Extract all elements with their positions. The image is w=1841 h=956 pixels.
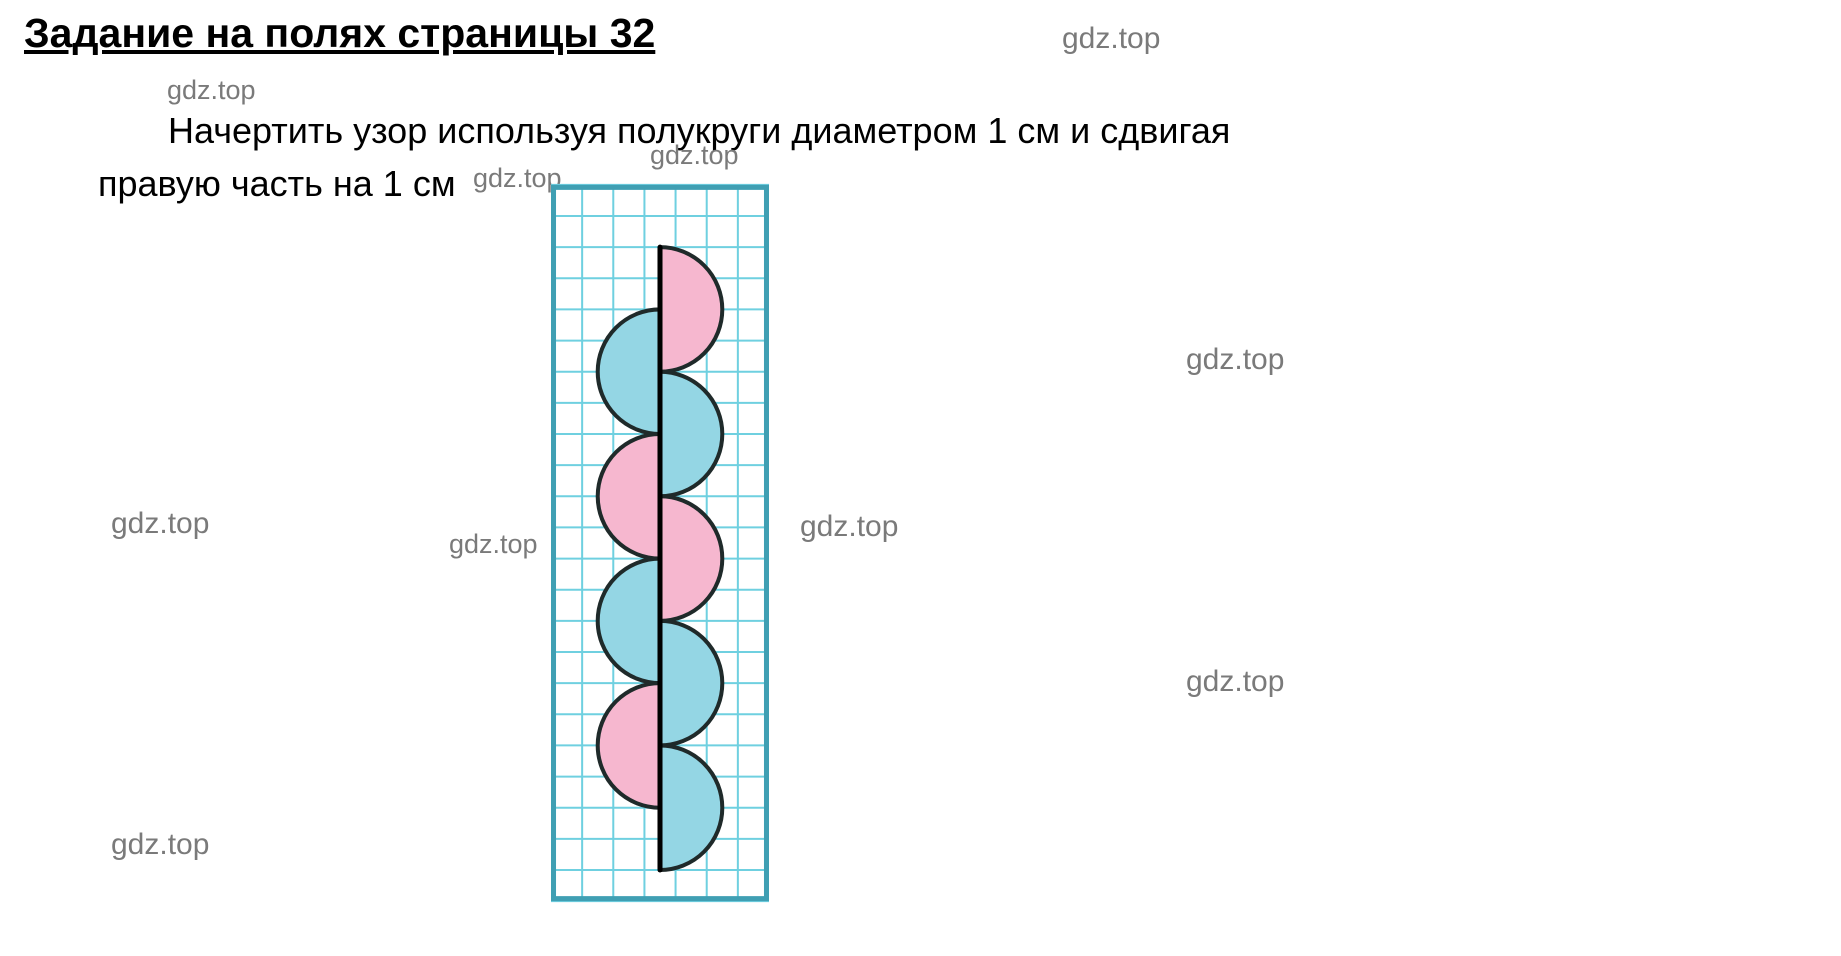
watermark-6: gdz.top (449, 529, 538, 560)
watermark-5: gdz.top (111, 507, 209, 541)
watermark-7: gdz.top (800, 510, 898, 544)
watermark-2: gdz.top (650, 140, 739, 171)
instruction-line-2: правую часть на 1 см (98, 163, 456, 205)
watermark-0: gdz.top (1062, 22, 1160, 56)
watermark-3: gdz.top (473, 163, 562, 194)
watermark-9: gdz.top (111, 828, 209, 862)
watermark-4: gdz.top (1186, 343, 1284, 377)
watermark-1: gdz.top (167, 75, 256, 106)
watermark-8: gdz.top (1186, 665, 1284, 699)
grid-svg (551, 178, 769, 908)
grid-pattern-figure (551, 178, 769, 908)
page-title: Задание на полях страницы 32 (24, 10, 655, 57)
